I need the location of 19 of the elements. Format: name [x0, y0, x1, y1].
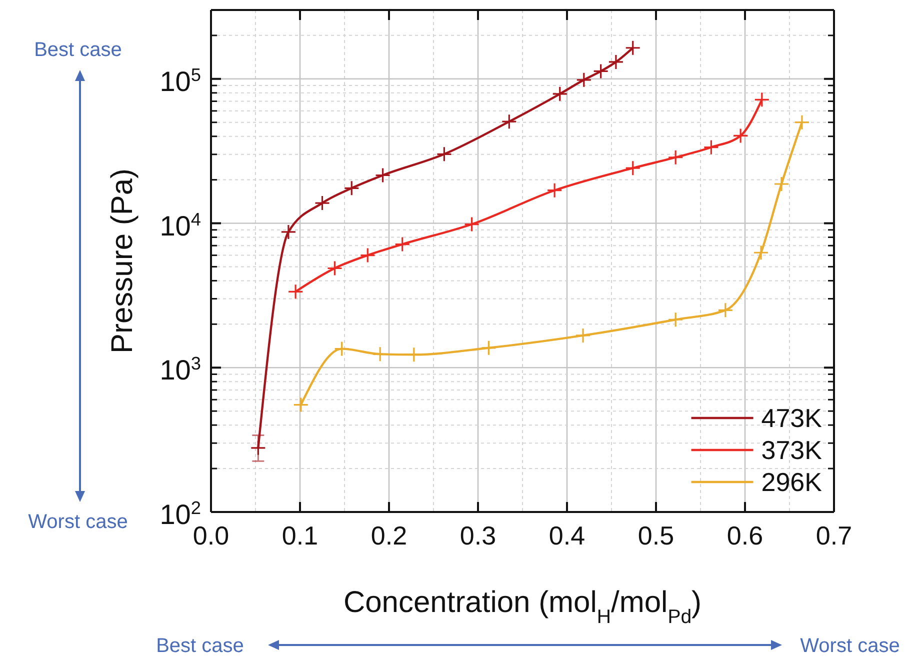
x-tick-label: 0.5 — [638, 520, 674, 550]
text: Best case — [156, 635, 244, 657]
x-tick-label: 0.7 — [816, 520, 852, 550]
text: Worst case — [800, 635, 900, 657]
x-tick-label: 0.6 — [726, 520, 764, 550]
x-tick-label: 0.2 — [370, 520, 408, 550]
y-axis-title: Pressure (Pa) — [106, 168, 139, 354]
x-tick-label: 0.3 — [460, 520, 496, 550]
text: Best case — [34, 39, 122, 61]
y-tick-label: 10$^{3}$ — [160, 354, 201, 386]
x-tick-label: 0.4 — [548, 520, 586, 550]
x-tick-label: 0.1 — [282, 520, 318, 550]
y-tick-label: 10$^{5}$ — [160, 64, 201, 97]
legend-label: 296K — [761, 467, 823, 497]
legend-label: 373K — [761, 435, 823, 465]
y-tick-label: 10$^{4}$ — [160, 209, 201, 242]
text: Worst case — [28, 511, 128, 533]
legend-label: 473K — [761, 403, 823, 433]
x-axis-title: Concentration (mol$_{H}$/mol$_{Pd}$) — [343, 586, 702, 628]
